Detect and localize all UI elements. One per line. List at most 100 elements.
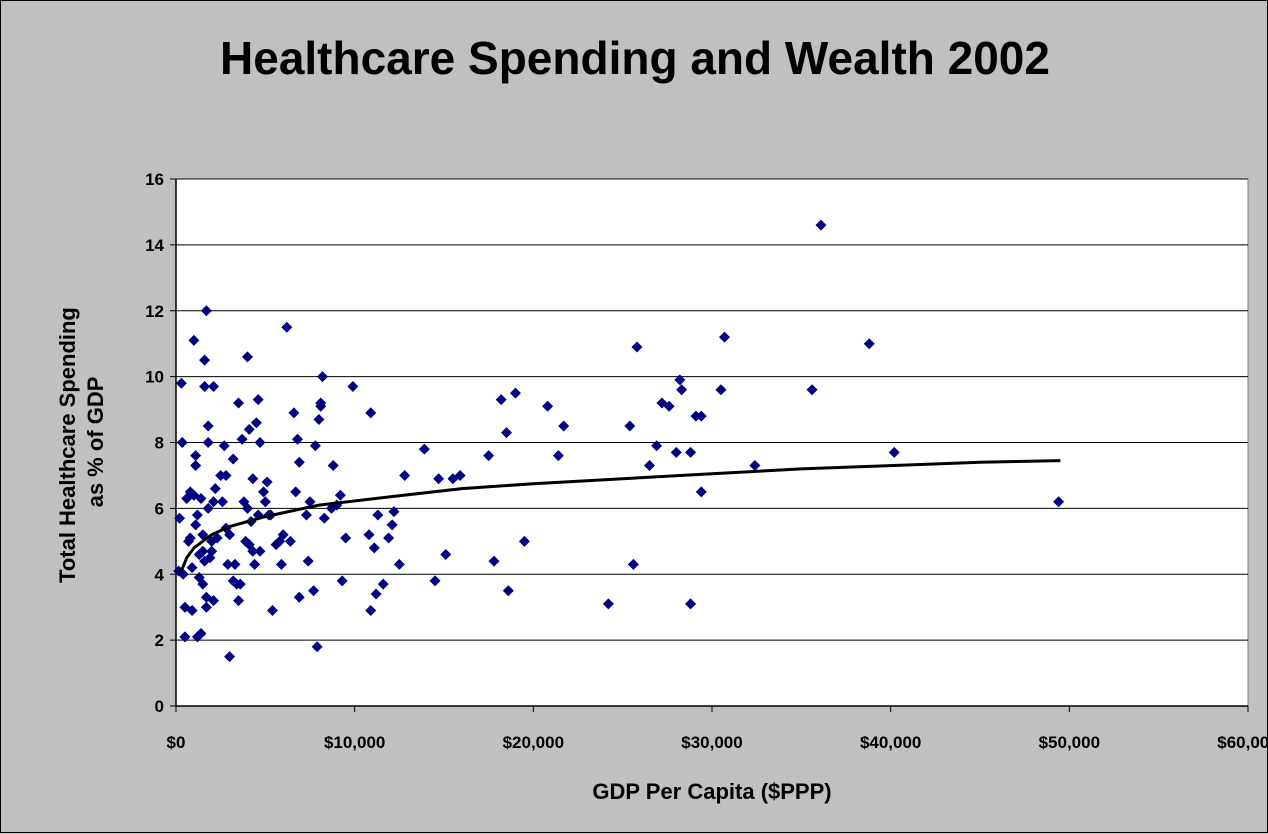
data-point [386,519,398,531]
x-tick-label: $10,000 [324,733,385,752]
x-tick-label: $40,000 [860,733,921,752]
data-point [440,548,452,560]
data-point [247,473,259,485]
data-point [309,440,321,452]
data-point [195,492,207,504]
data-point [685,446,697,458]
data-point [315,400,327,412]
data-point [233,595,245,607]
data-point [1053,496,1065,508]
data-point [715,384,727,396]
data-point [383,532,395,544]
data-point [365,407,377,419]
data-point [308,585,320,597]
x-tick-label: $0 [167,733,186,752]
chart-title: Healthcare Spending and Wealth 2002 [220,32,1050,84]
data-point [311,641,323,653]
data-point [433,473,445,485]
data-point [208,496,220,508]
data-point [190,460,202,472]
data-points [173,219,1065,663]
data-point [334,489,346,501]
data-point [241,502,253,514]
y-axis-title-line-2: as % of GDP [83,377,108,508]
data-point [243,423,255,435]
data-point [558,420,570,432]
data-point [224,651,236,663]
data-point [327,460,339,472]
data-point [290,486,302,498]
data-point [719,331,731,343]
y-tick-label: 12 [145,302,164,321]
x-tick-label: $60,000 [1217,733,1268,752]
data-point [368,542,380,554]
data-point [284,535,296,547]
y-tick-label: 4 [155,565,165,584]
data-point [643,460,655,472]
data-point [674,374,686,386]
data-point [863,338,875,350]
data-point [195,628,207,640]
data-point [206,545,218,557]
data-point [888,446,900,458]
data-point [370,588,382,600]
data-point [429,575,441,587]
data-point [651,440,663,452]
data-point [602,598,614,610]
data-point [199,354,211,366]
x-tick-label: $20,000 [503,733,564,752]
data-point [250,417,262,429]
data-point [275,558,287,570]
data-point [200,601,212,613]
y-tick-labels: 0 2 4 6 8 10 12 14 16 [145,170,164,716]
data-point [190,519,202,531]
data-point [249,558,261,570]
data-point [388,506,400,518]
data-point [199,381,211,393]
data-point [179,631,191,643]
data-point [313,413,325,425]
data-point [233,397,245,409]
data-point [288,407,300,419]
data-point [224,529,236,541]
data-point [176,437,188,448]
y-tick-label: 16 [145,170,164,189]
data-point [336,575,348,587]
data-point [502,585,514,597]
data-point [216,496,228,508]
y-axis-title: Total Healthcare Spending as % of GDP [55,301,108,583]
data-point [208,381,220,393]
data-point [197,545,209,557]
data-point [418,443,430,455]
data-point [372,509,384,521]
trendline [180,459,1061,572]
data-point [377,578,389,590]
data-point [317,371,329,383]
data-point [258,486,270,498]
x-axis-title: GDP Per Capita ($PPP) [592,779,831,804]
y-tick-label: 10 [145,368,164,387]
data-point [318,512,330,524]
data-point [365,604,377,616]
data-point [220,469,232,481]
data-point [175,377,187,389]
data-point [627,558,639,570]
data-point [347,381,359,393]
data-point [252,394,264,406]
data-point [190,450,202,462]
data-point [302,555,314,567]
axes [170,178,1249,712]
data-point [631,341,643,353]
data-point [488,555,500,567]
data-point [236,433,248,445]
gridlines [176,178,1248,641]
data-point [393,558,405,570]
data-point [202,420,214,432]
data-point [501,427,513,439]
data-point [261,476,273,488]
data-point [266,604,278,616]
y-tick-label: 2 [155,631,164,650]
data-point [670,446,682,458]
data-point [281,321,293,333]
